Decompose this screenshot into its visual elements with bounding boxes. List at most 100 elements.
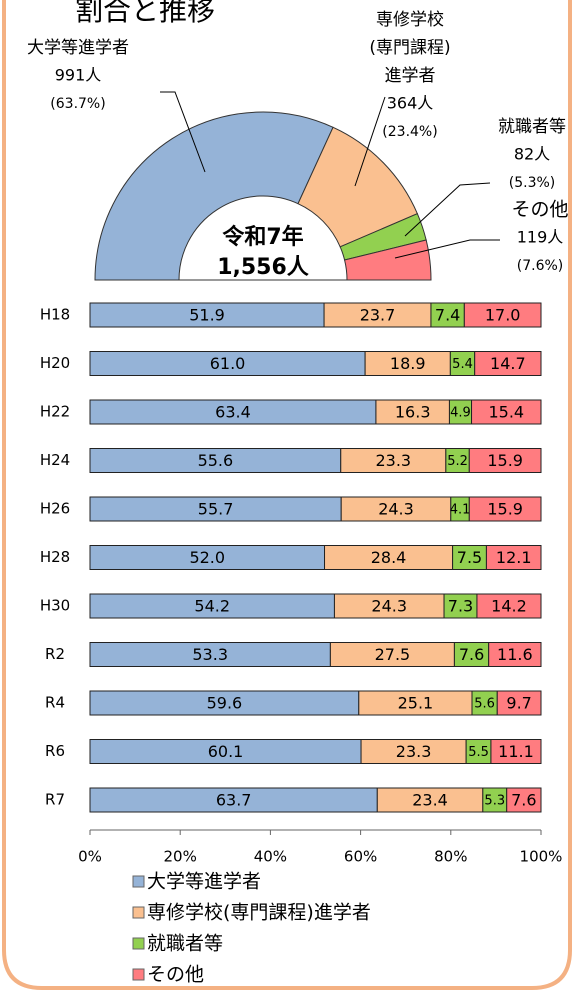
bar-value-label: 5.3: [484, 794, 505, 809]
bar-segment: [449, 351, 476, 376]
slice-label: (専門課程): [369, 38, 450, 58]
legend-swatch: [132, 875, 145, 888]
bar-segment: [453, 642, 490, 667]
bar-value-label: 7.5: [457, 548, 482, 567]
slice-value-label: 364人: [387, 94, 434, 113]
bar-value-label: 24.3: [371, 597, 407, 616]
bar-segment: [333, 593, 445, 619]
bar-segment: [89, 496, 342, 522]
bar-value-label: 18.9: [390, 354, 426, 373]
y-tick-label: H20: [40, 354, 70, 372]
y-tick-label: R7: [45, 791, 65, 809]
slice-value-label: 991人: [55, 66, 102, 85]
bar-value-label: 11.6: [497, 645, 533, 664]
x-tick-label: 100%: [520, 848, 563, 866]
legend-label: 専修学校(専門課程)進学者: [147, 902, 371, 924]
bar-value-label: 24.3: [378, 500, 414, 519]
chart-title: 割合と推移: [75, 0, 215, 27]
legend-label: 就職者等: [147, 933, 223, 955]
slice-label: 大学等進学者: [27, 38, 129, 58]
bar-value-label: 9.7: [506, 694, 531, 713]
x-tick-label: 0%: [78, 848, 102, 866]
legend-swatch: [132, 968, 145, 981]
bar-value-label: 59.6: [207, 694, 243, 713]
y-tick-label: H22: [40, 403, 70, 421]
bar-value-label: 14.2: [491, 597, 527, 616]
bar-value-label: 7.3: [448, 597, 473, 616]
bar-value-label: 7.6: [511, 791, 536, 810]
bar-value-label: 4.1: [450, 503, 471, 518]
bar-segment: [485, 545, 542, 570]
bar-segment: [490, 739, 542, 764]
frame: [2, 0, 572, 990]
leader-line: [404, 182, 491, 237]
donut-wedge: [94, 111, 334, 281]
bar-segment: [471, 690, 498, 716]
bar-value-label: 54.2: [194, 597, 230, 616]
bar-segment: [358, 690, 473, 716]
bar-segment: [89, 787, 378, 813]
bar-value-label: 53.3: [192, 645, 228, 664]
bar-segment: [474, 351, 542, 376]
x-tick-label: 40%: [254, 848, 287, 866]
bar-segment: [340, 448, 447, 473]
bar-value-label: 7.4: [435, 306, 460, 325]
slice-percent-label: (23.4%): [382, 124, 437, 140]
bar-value-label: 14.7: [490, 354, 526, 373]
legend-swatch: [132, 937, 145, 950]
y-tick-label: H24: [40, 451, 70, 469]
bar-value-label: 23.3: [375, 451, 411, 470]
bar-value-label: 63.4: [215, 403, 251, 422]
leader-line: [160, 91, 206, 173]
bar-value-label: 5.5: [468, 745, 489, 760]
bar-value-label: 15.9: [487, 451, 523, 470]
bar-value-label: 15.9: [487, 500, 523, 519]
bar-segment: [89, 545, 326, 570]
slice-value-label: 82人: [514, 145, 550, 164]
bar-value-label: 5.6: [474, 697, 495, 712]
slice-label: 就職者等: [498, 117, 566, 137]
legend-label: その他: [147, 964, 204, 986]
bar-value-label: 7.6: [459, 645, 484, 664]
y-tick-label: R2: [45, 645, 65, 663]
bar-segment: [471, 399, 542, 425]
x-tick-label: 60%: [344, 848, 377, 866]
leader-line: [394, 239, 500, 259]
bar-segment: [465, 739, 492, 764]
bar-value-label: 25.1: [398, 694, 434, 713]
y-tick-label: H26: [40, 500, 70, 518]
bar-value-label: 28.4: [371, 548, 407, 567]
bar-segment: [468, 496, 542, 522]
y-tick-label: R6: [45, 742, 65, 760]
bar-segment: [324, 545, 454, 570]
center-total: 1,556人: [217, 255, 309, 280]
bar-segment: [89, 351, 366, 376]
bar-segment: [89, 399, 377, 425]
y-tick-label: H30: [40, 597, 70, 615]
legend-swatch: [132, 906, 145, 919]
slice-percent-label: (7.6%): [517, 258, 564, 274]
bar-value-label: 27.5: [375, 645, 411, 664]
bar-segment: [360, 739, 467, 764]
bar-segment: [340, 496, 452, 522]
bar-segment: [329, 642, 455, 667]
slice-value-label: 119人: [517, 228, 564, 247]
slice-label: 進学者: [385, 66, 436, 86]
bar-segment: [89, 593, 335, 619]
bar-segment: [496, 690, 542, 716]
bar-value-label: 61.0: [210, 354, 246, 373]
legend-label: 大学等進学者: [147, 871, 261, 893]
bar-segment: [506, 787, 542, 813]
bar-value-label: 51.9: [189, 306, 225, 325]
bar-value-label: 15.4: [488, 403, 524, 422]
bar-segment: [443, 593, 478, 619]
bar-value-label: 11.1: [498, 742, 534, 761]
bar-segment: [364, 351, 451, 376]
bar-segment: [89, 302, 325, 328]
bar-segment: [376, 787, 484, 813]
y-tick-label: H28: [40, 548, 70, 566]
bar-value-label: 60.1: [208, 742, 244, 761]
x-tick-label: 80%: [434, 848, 467, 866]
bar-value-label: 23.3: [396, 742, 432, 761]
